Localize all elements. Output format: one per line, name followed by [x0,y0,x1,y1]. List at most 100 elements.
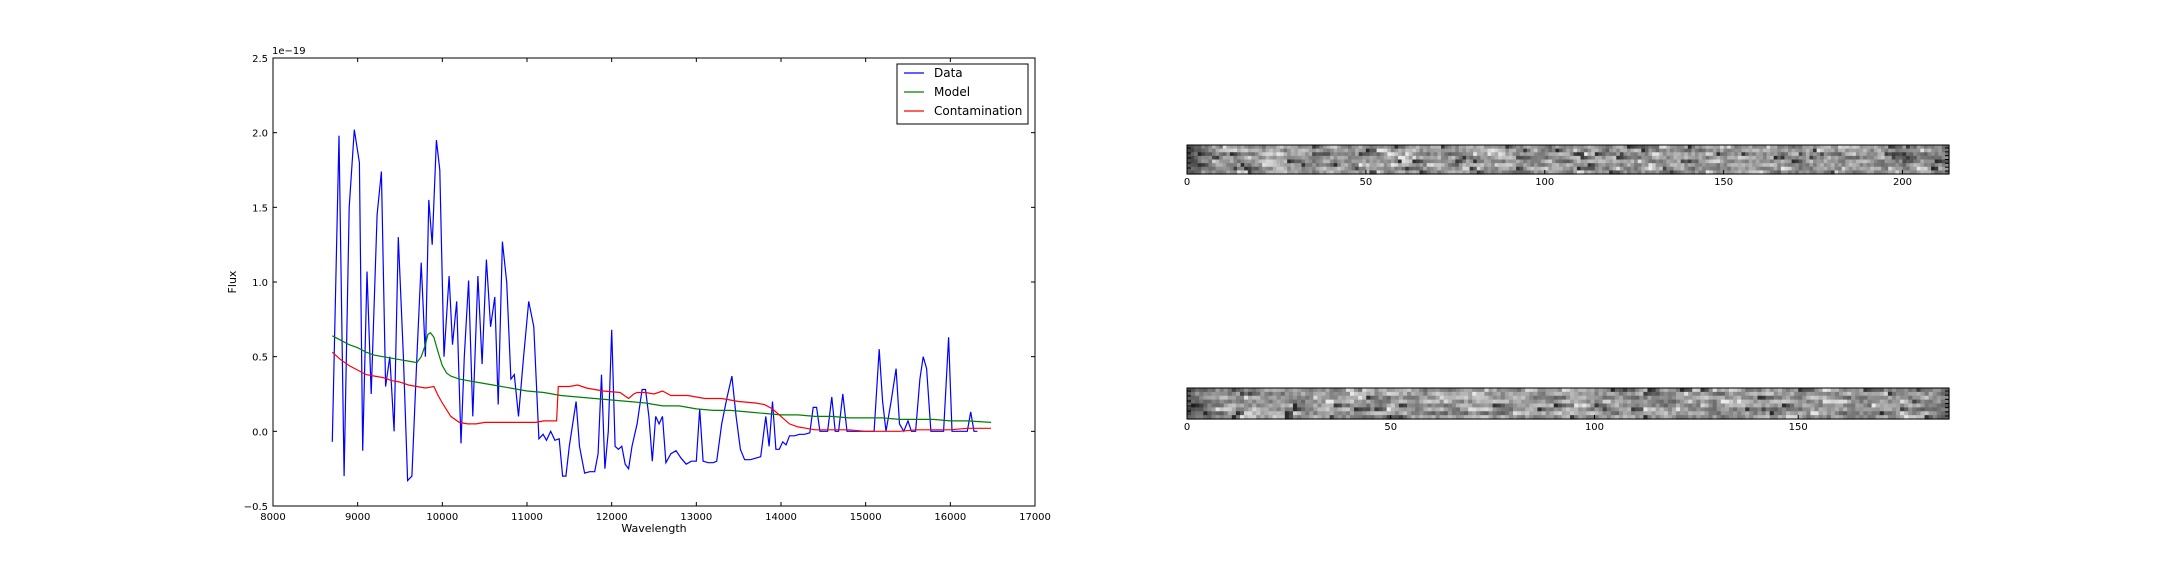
pixel-cell [1508,166,1514,171]
pixel-cell [1431,407,1437,412]
pixel-cell [1530,166,1535,171]
pixel-cell [1415,163,1421,168]
pixel-cell [1627,170,1632,175]
pixel-cell [1394,166,1399,171]
pixel-cell [1904,391,1909,397]
pixel-cell [1639,415,1644,420]
pixel-cell [1680,388,1685,393]
pixel-cell [1190,170,1195,175]
pixel-cell [1909,159,1914,164]
pixel-cell [1199,391,1204,397]
pixel-cell [1777,391,1783,397]
pixel-cell [1537,388,1543,393]
pixel-cell [1623,148,1628,153]
pixel-cell [1932,399,1938,405]
pixel-cell [1215,411,1221,416]
pixel-cell [1675,407,1681,412]
pixel-cell [1211,395,1217,401]
pixel-cell [1309,411,1314,416]
pixel-cell [1752,152,1757,157]
pixel-cell [1584,166,1589,171]
pixel-cell [1822,403,1828,408]
pixel-cell [1749,391,1754,397]
pixel-cell [1680,170,1685,175]
x-tick-label: 150 [1714,177,1733,188]
pixel-cell [1534,152,1539,157]
pixel-cell [1709,148,1714,153]
pixel-cell [1855,391,1860,397]
pixel-cell [1374,415,1380,420]
pixel-cell [1698,159,1703,164]
pixel-cell [1480,395,1486,401]
pixel-cell [1773,388,1779,393]
pixel-cell [1321,407,1327,412]
pixel-cell [1855,411,1860,416]
pixel-cell [1460,411,1465,416]
pixel-cell [1820,166,1825,171]
pixel-cell [1671,403,1677,408]
pixel-cell [1326,163,1331,168]
pixel-cell [1504,403,1510,408]
pixel-cell [1884,145,1889,150]
pixel-cell [1455,415,1461,420]
pixel-cell [1896,407,1901,412]
pixel-cell [1496,395,1502,401]
pixel-cell [1512,411,1518,416]
pixel-cell [1709,152,1714,157]
pixel-cell [1376,148,1381,153]
pixel-cell [1519,170,1524,175]
pixel-cell [1827,145,1832,150]
pixel-cell [1380,166,1385,171]
pixel-cell [1405,166,1410,171]
pixel-cell [1573,148,1578,153]
pixel-cell [1688,407,1693,412]
pixel-cell [1398,388,1404,393]
pixel-cell [1759,159,1764,164]
pixel-cell [1916,395,1922,401]
pixel-cell [1492,391,1498,397]
pixel-cell [1866,170,1871,175]
pixel-cell [1537,152,1542,157]
pixel-cell [1555,152,1560,157]
pixel-cell [1219,411,1225,416]
pixel-cell [1557,399,1563,405]
pixel-cell [1769,388,1775,393]
pixel-cell [1501,166,1506,171]
pixel-cell [1659,388,1665,393]
pixel-cell [1551,163,1557,168]
pixel-cell [1619,145,1625,150]
pixel-cell [1466,152,1471,157]
pixel-cell [1297,391,1302,397]
pixel-cell [1741,403,1746,408]
pixel-cell [1187,145,1192,150]
pixel-cell [1555,155,1560,161]
pixel-cell [1877,148,1882,153]
pixel-cell [1541,159,1546,164]
pixel-cell [1848,166,1854,171]
pixel-cell [1215,155,1220,161]
pixel-cell [1810,399,1816,405]
pixel-cell [1330,163,1335,168]
pixel-cell [1476,163,1481,168]
pixel-cell [1761,411,1767,416]
pixel-cell [1898,166,1904,171]
pixel-cell [1435,411,1441,416]
pixel-cell [1631,399,1636,405]
pixel-cell [1517,399,1522,405]
pixel-cell [1692,391,1697,397]
pixel-cell [1322,152,1328,157]
pixel-cell [1895,170,1900,175]
pixel-cell [1386,395,1392,401]
pixel-cell [1194,159,1199,164]
pixel-cell [1487,155,1492,161]
pixel-cell [1813,163,1818,168]
pixel-cell [1247,163,1252,168]
pixel-cell [1284,403,1290,408]
pixel-cell [1630,159,1635,164]
pixel-cell [1780,159,1786,164]
pixel-cell [1504,395,1510,401]
pixel-cell [1226,159,1231,164]
pixel-cell [1814,403,1820,408]
pixel-cell [1659,163,1664,168]
pixel-cell [1358,391,1363,397]
